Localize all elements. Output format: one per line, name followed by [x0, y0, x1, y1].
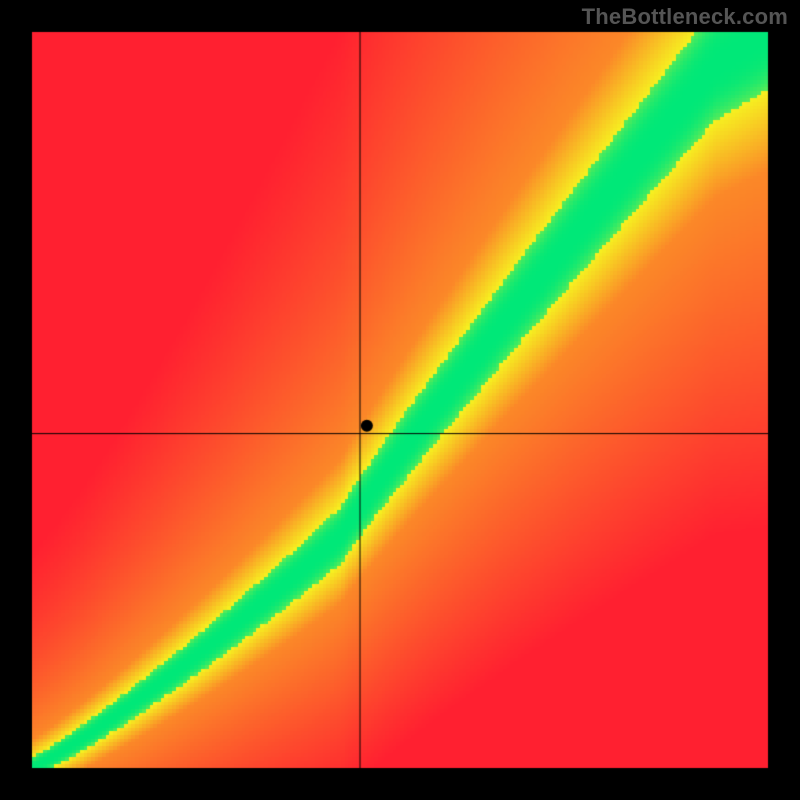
- bottleneck-heatmap: [0, 0, 800, 800]
- container: { "watermark": "TheBottleneck.com", "cha…: [0, 0, 800, 800]
- watermark-text: TheBottleneck.com: [582, 4, 788, 30]
